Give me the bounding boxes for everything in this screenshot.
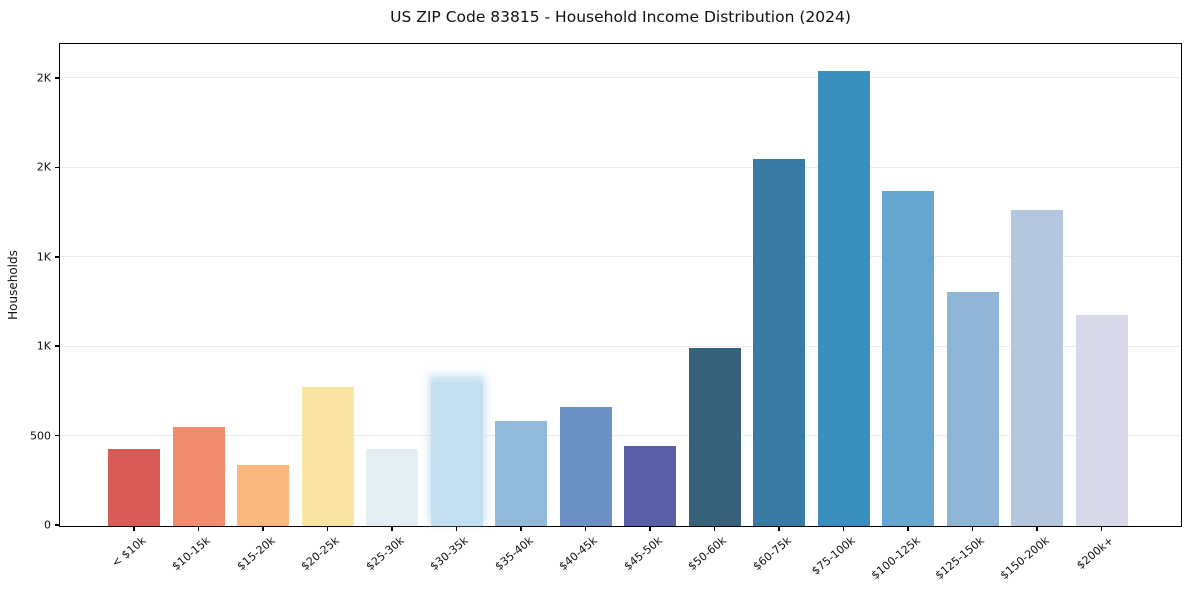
x-tick-label: $20-25k [298,534,342,574]
x-tick [713,526,716,531]
bar [559,407,612,526]
x-tick [907,526,909,531]
bar [1075,315,1128,526]
x-tick-label: $150-200k [997,534,1052,583]
bar [366,449,418,526]
gridline [60,77,1181,79]
x-tick-label: $35-40k [492,534,536,574]
gridline [60,435,1181,437]
bar [946,291,999,526]
x-tick-label: $75-100k [809,534,858,578]
x-tick [584,526,587,531]
bar [753,158,805,526]
x-tick-label: $15-20k [234,534,278,574]
x-tick [391,526,393,531]
x-tick-label: $40-45k [556,534,600,574]
y-tick-label: 500 [30,429,51,443]
x-tick-label: $10-15k [169,534,213,574]
x-tick [971,526,974,531]
y-tick-label: 1K [36,250,51,264]
x-tick-label: $25-30k [363,534,407,574]
bar [882,190,934,526]
x-tick [262,526,264,531]
x-tick [455,526,458,531]
x-tick-label: $200k+ [1074,534,1116,572]
plot-area: 0 500 1K 1K 2K 2K < $10k $10-15k $15-20k $20-25k $… [30,43,1182,582]
x-tick [520,526,522,531]
x-tick [133,526,135,531]
x-tick [326,526,329,531]
bar [430,382,483,526]
x-tick [842,526,845,531]
gridline [60,166,1181,168]
x-tick-label: $60-75k [750,534,794,574]
x-tick [1100,526,1103,531]
bar [624,445,676,526]
x-tick-label: $125-150k [933,534,987,583]
gridline [60,345,1181,347]
x-tick [197,526,200,531]
bar [108,449,160,526]
y-tick-label: 0 [44,518,51,532]
x-tick [778,526,780,531]
bar [237,465,289,526]
y-tick [55,434,60,437]
y-tick [55,345,60,347]
y-tick [55,166,60,169]
x-tick-label: $50-60k [685,534,729,574]
y-tick [55,524,60,526]
y-tick-label: 1K [36,339,51,353]
x-tick-label: $30-35k [427,534,471,574]
bar [817,70,870,526]
bar [688,348,741,526]
y-axis-label: Households [6,250,20,320]
x-tick [649,526,651,531]
gridline [60,256,1181,258]
y-tick-label: 2K [36,160,51,174]
x-tick-label: $100-125k [868,534,923,583]
bar [172,426,225,526]
x-tick-label: < $10k [109,534,149,570]
bar [301,387,354,526]
chart-title: US ZIP Code 83815 - Household Income Dis… [390,8,851,26]
y-tick [55,77,60,79]
bar [1011,209,1063,526]
x-tick [1036,526,1038,531]
x-tick-label: $45-50k [621,534,665,574]
bar [495,420,547,526]
y-tick-label: 2K [36,71,51,85]
y-tick [55,256,60,258]
